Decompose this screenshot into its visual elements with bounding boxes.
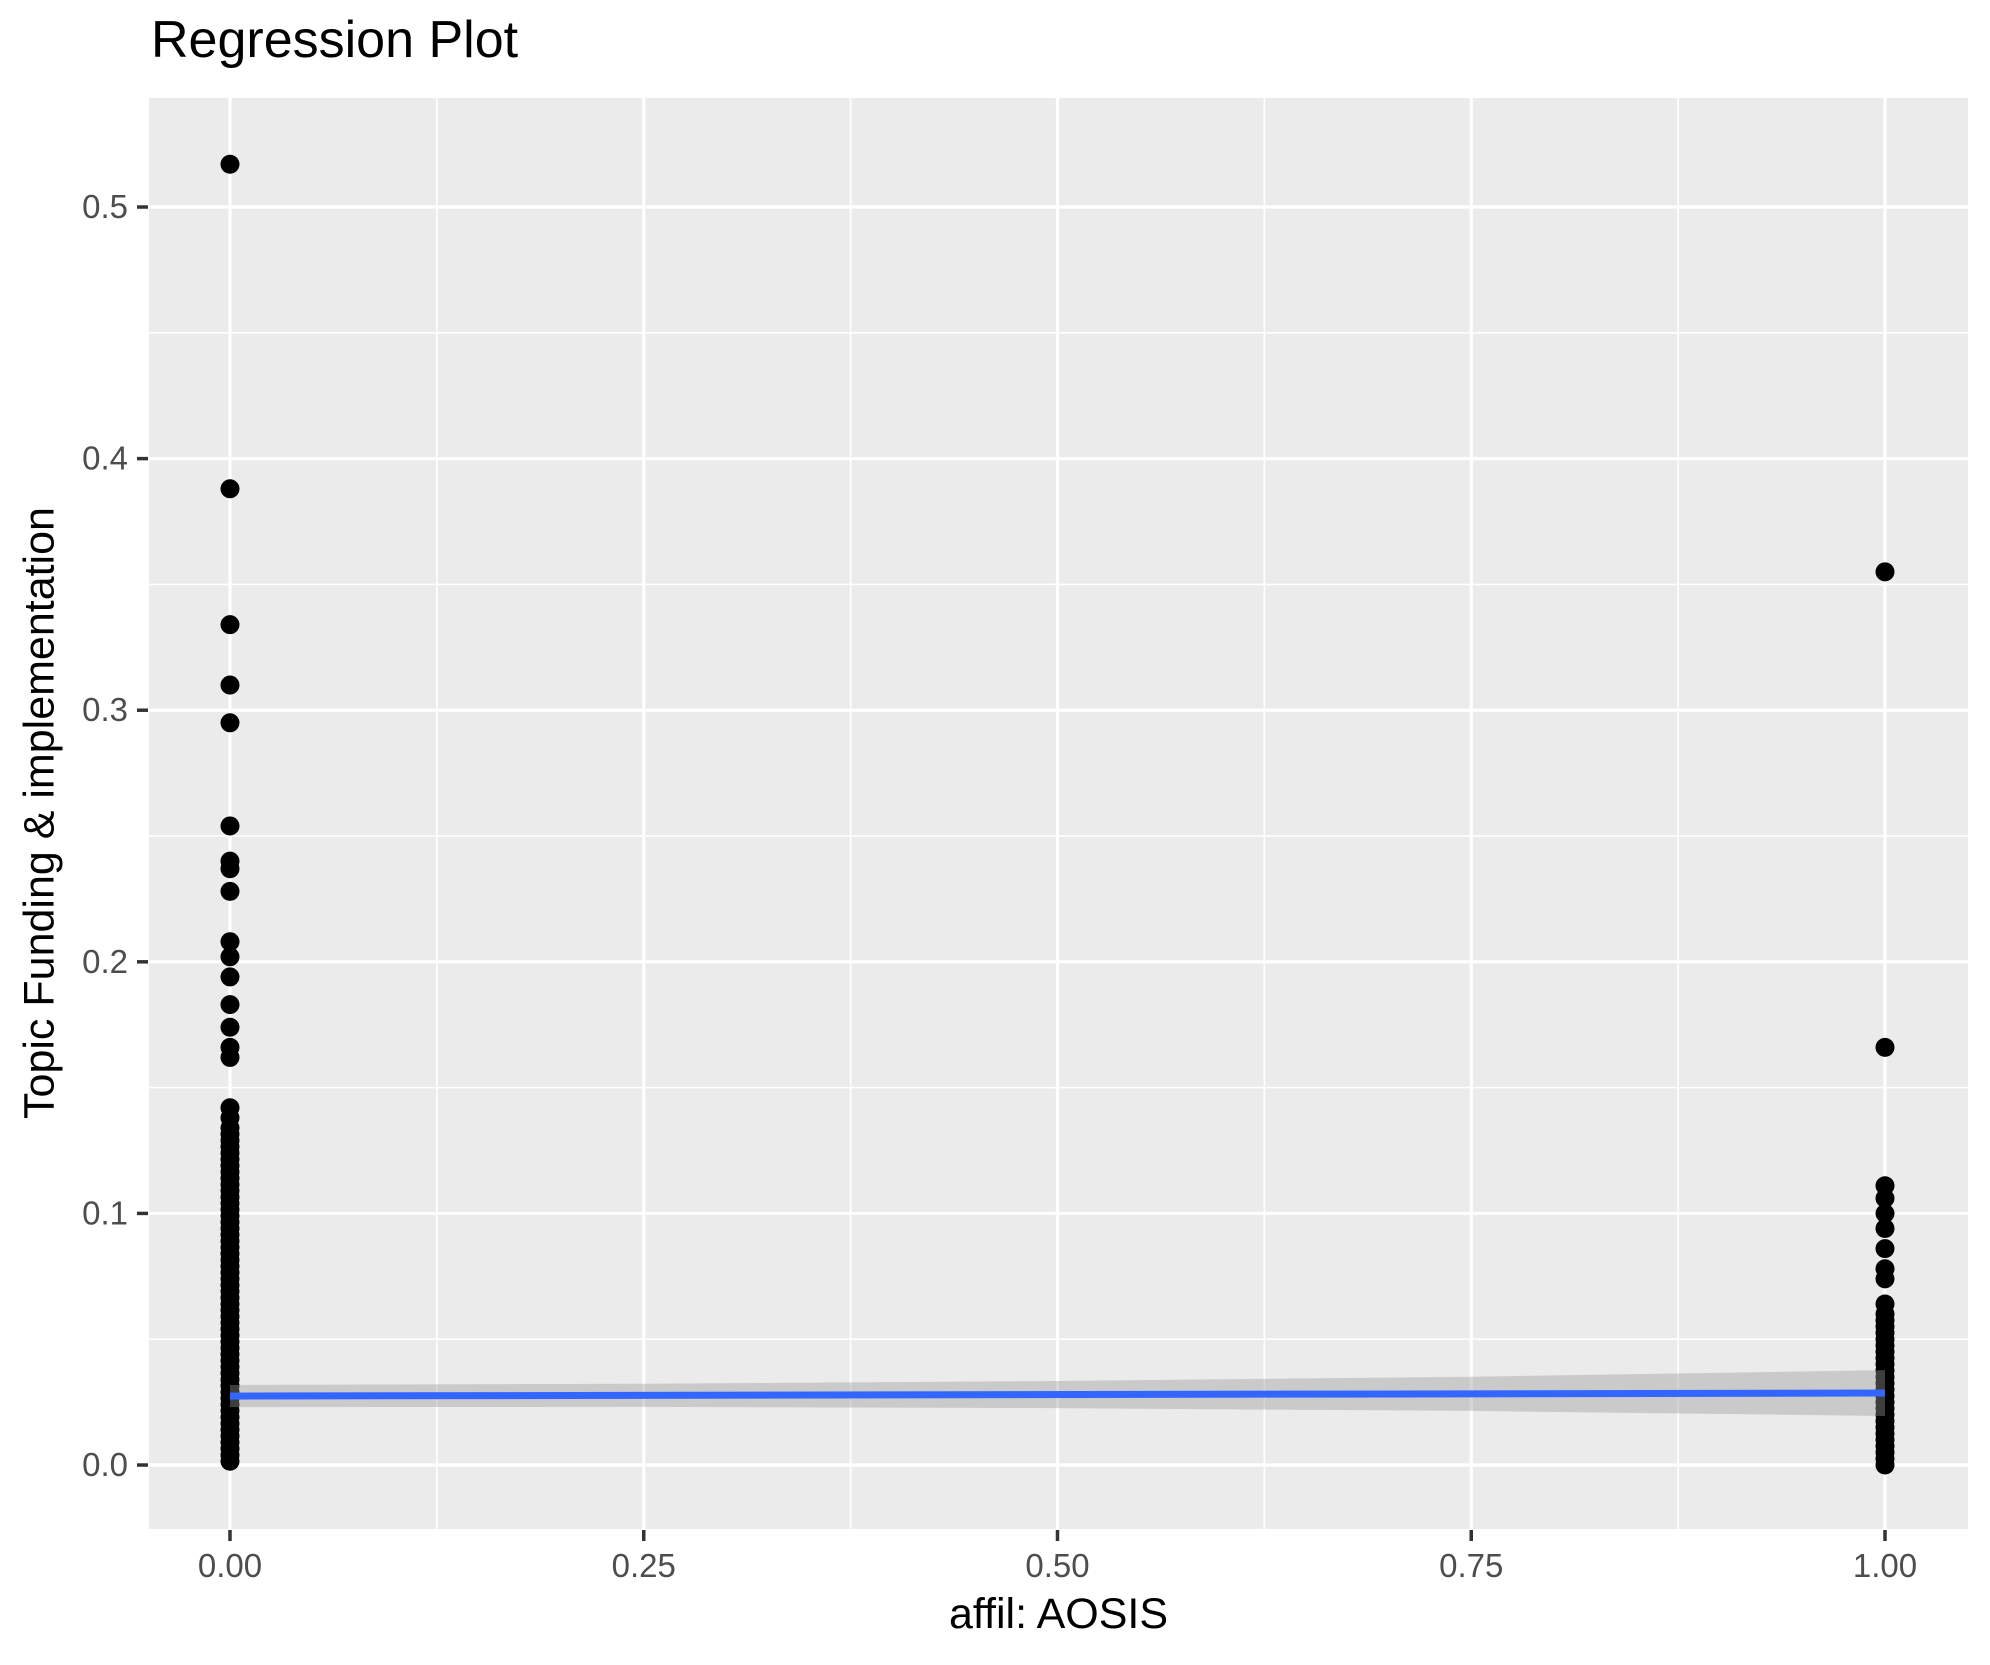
x-tick-label: 0.00 <box>198 1547 262 1584</box>
scatter-point <box>220 995 240 1015</box>
scatter-point <box>220 479 240 499</box>
scatter-point <box>220 859 240 879</box>
scatter-point <box>1875 1037 1895 1057</box>
scatter-point <box>1875 1203 1895 1223</box>
plot-title: Regression Plot <box>151 11 519 69</box>
y-tick-label: 0.1 <box>82 1194 128 1231</box>
x-axis-title: affil: AOSIS <box>948 1590 1169 1638</box>
scatter-point <box>1875 1269 1895 1289</box>
scatter-point <box>220 1047 240 1067</box>
y-tick-label: 0.0 <box>82 1446 128 1483</box>
x-tick-label: 0.25 <box>612 1547 676 1584</box>
scatter-point <box>220 154 240 174</box>
scatter-point <box>1875 1239 1895 1259</box>
scatter-point <box>1875 1455 1895 1475</box>
scatter-point <box>1875 562 1895 582</box>
x-tick-label: 1.00 <box>1853 1547 1917 1584</box>
y-tick-label: 0.5 <box>82 188 128 225</box>
x-tick-label: 0.75 <box>1439 1547 1503 1584</box>
y-tick-label: 0.4 <box>82 440 128 477</box>
scatter-point <box>220 1451 240 1471</box>
scatter-point <box>220 1017 240 1037</box>
regression-line <box>229 1389 1886 1400</box>
y-tick-label: 0.2 <box>82 943 128 980</box>
scatter-point <box>220 816 240 836</box>
x-tick-label: 0.50 <box>1025 1547 1089 1584</box>
y-axis-title: Topic Funding & implementation <box>15 507 64 1119</box>
scatter-point <box>220 675 240 695</box>
y-tick-label: 0.3 <box>82 691 128 728</box>
scatter-point <box>220 947 240 967</box>
scatter-point <box>220 967 240 987</box>
scatter-point <box>1875 1188 1895 1208</box>
scatter-point <box>1875 1219 1895 1239</box>
scatter-point <box>220 881 240 901</box>
scatter-point <box>220 713 240 733</box>
scatter-point <box>220 932 240 952</box>
scatter-point <box>220 615 240 635</box>
